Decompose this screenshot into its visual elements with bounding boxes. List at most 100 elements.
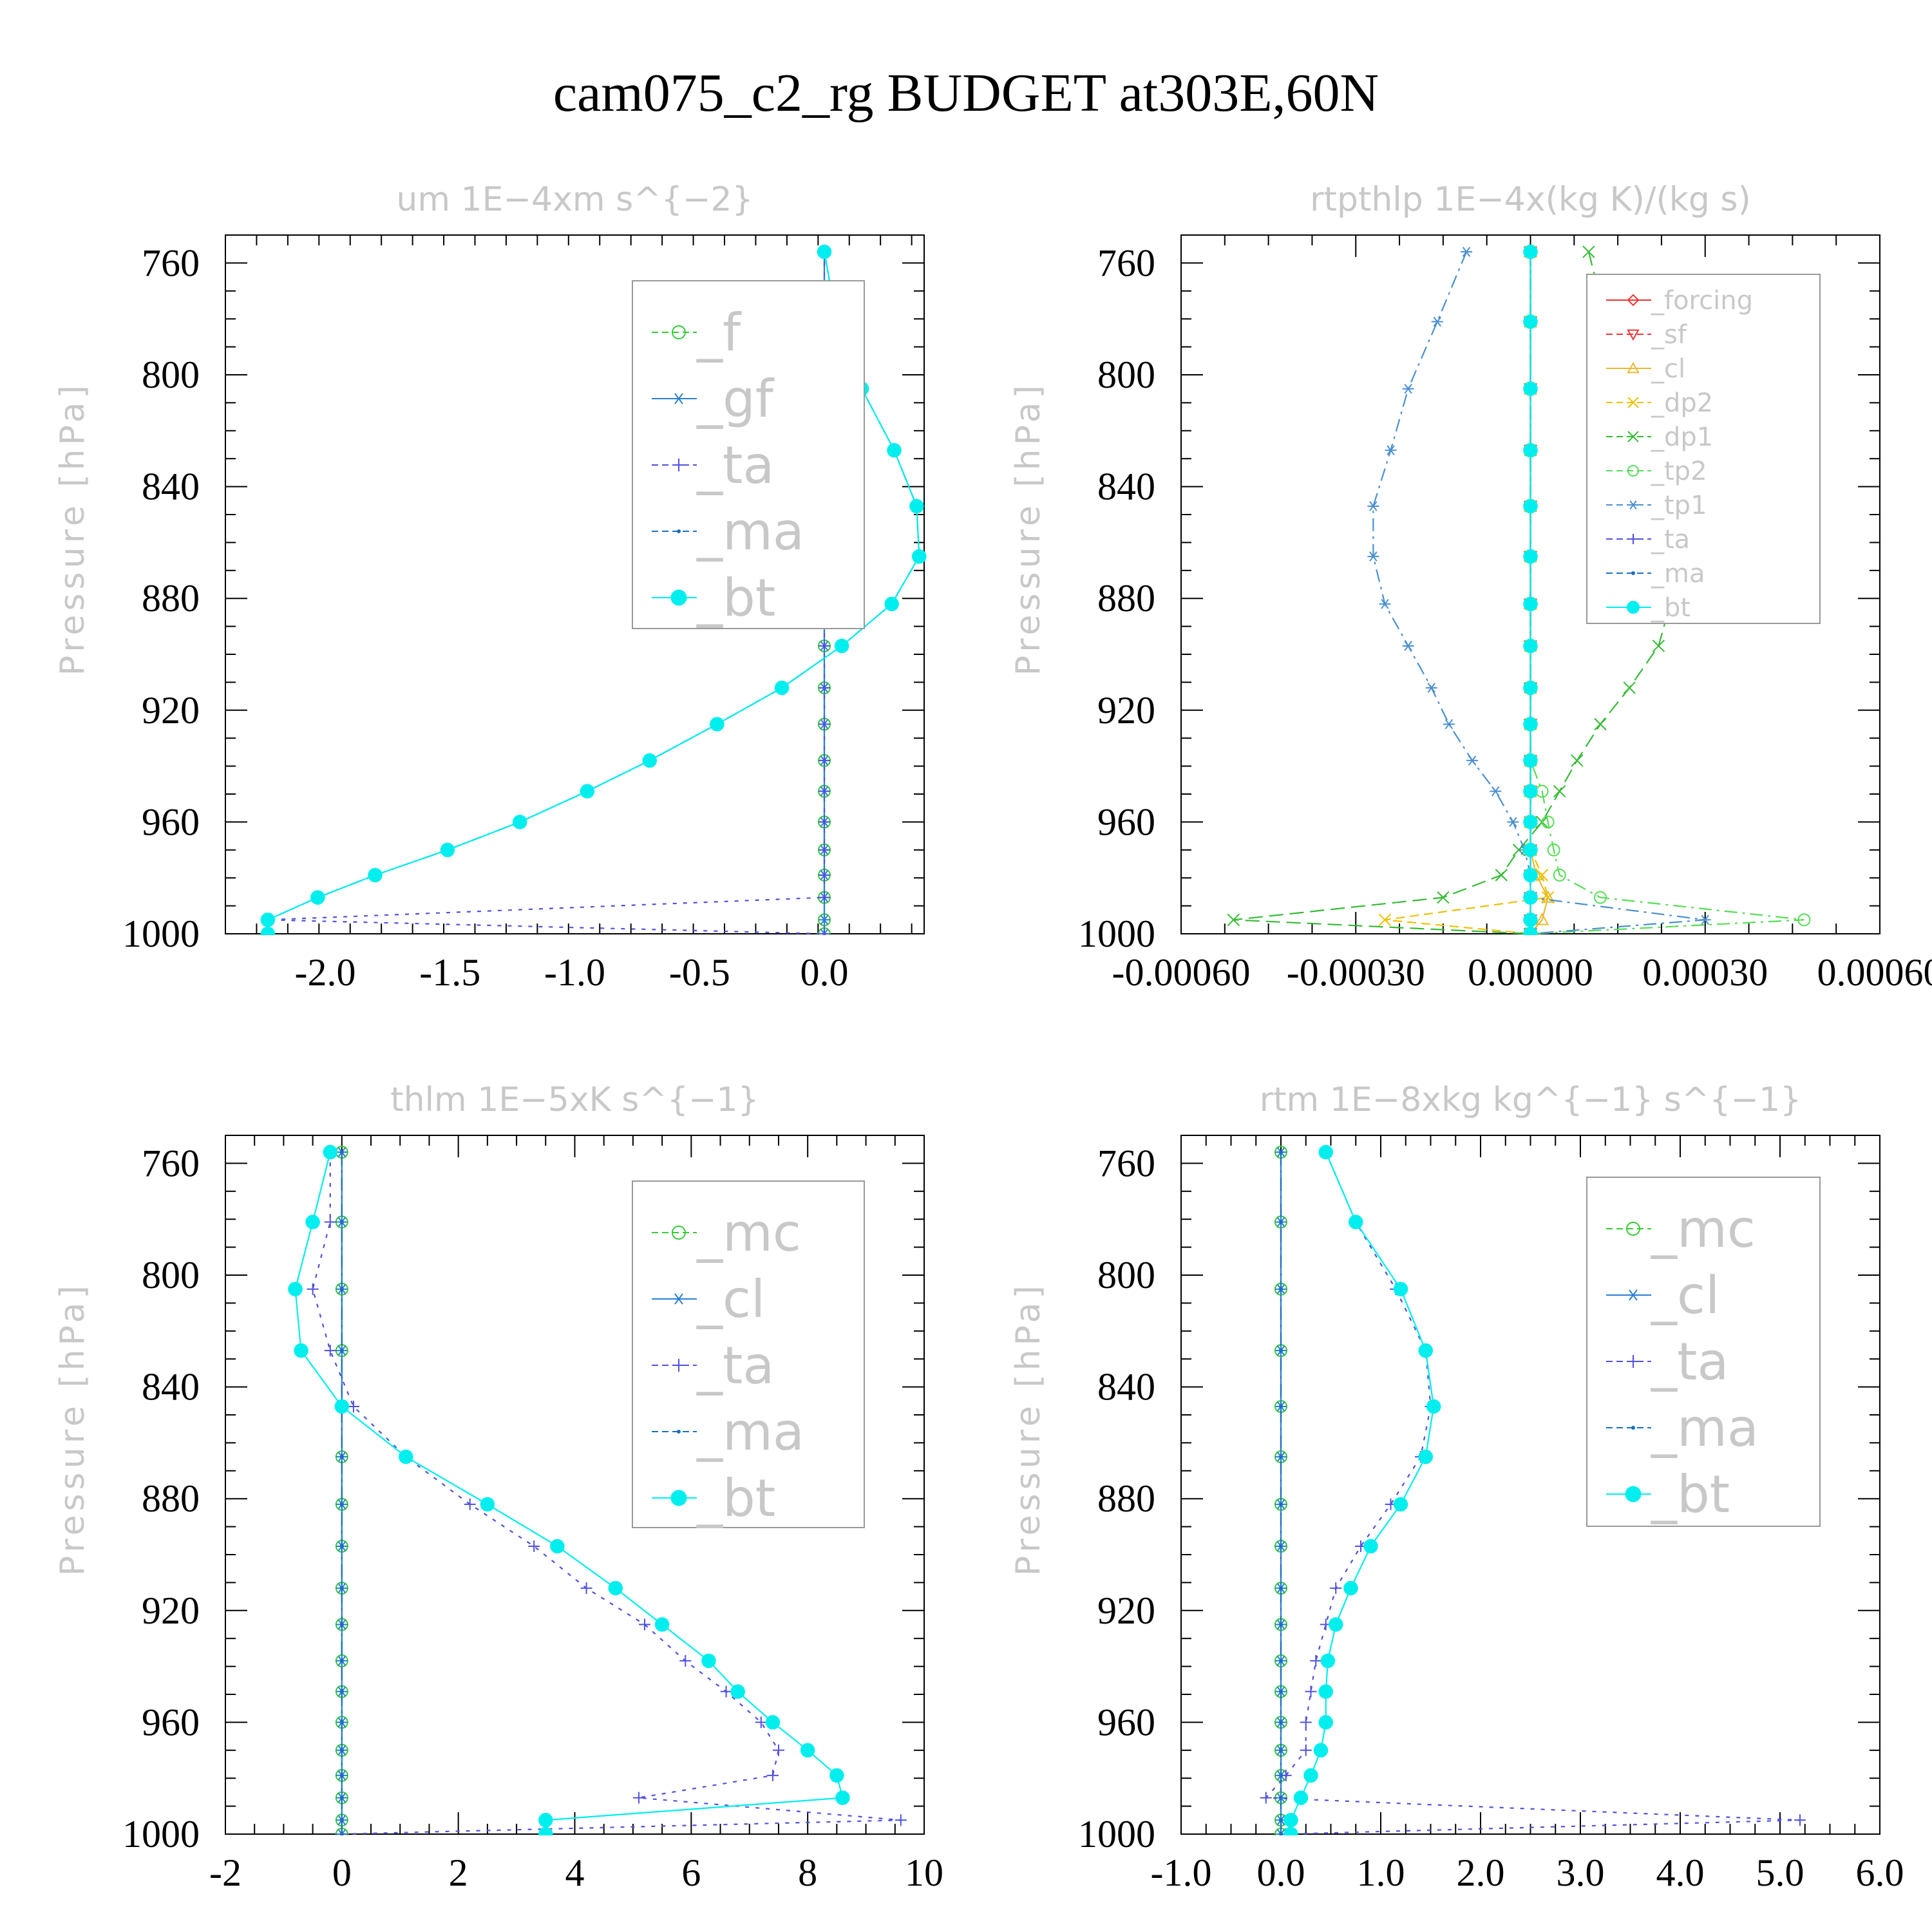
data-point [1523,926,1538,935]
data-point [1318,1684,1333,1699]
data-point [1318,1715,1333,1730]
data-point [339,1832,344,1835]
data-point [895,1814,907,1826]
data-point [1523,680,1538,696]
legend-label: _ta [1651,1332,1728,1392]
data-point [710,717,724,732]
legend-marker [1625,1486,1642,1502]
legend-label: _ta [1651,525,1690,554]
data-point [1378,913,1392,927]
data-point [347,1400,359,1412]
legend-label: _dp2 [1651,388,1713,418]
data-point [339,1689,344,1694]
x-tick-label: -2.0 [295,951,356,994]
data-point [1279,1773,1283,1777]
y-tick-label: 1000 [122,913,200,955]
data-point [1279,1220,1283,1224]
series-line-bt [1290,1151,1435,1834]
data-point [1279,1748,1283,1752]
legend-label: _ma [696,502,804,562]
y-tick-label: 1000 [122,1813,200,1855]
data-point [1367,551,1379,562]
data-point [339,1349,344,1353]
x-tick-label: 8 [798,1852,817,1894]
x-tick-label: 4.0 [1656,1852,1705,1894]
data-point [1523,890,1538,905]
data-point [1279,1150,1283,1155]
data-point [1523,842,1538,858]
series-layer [288,1144,907,1835]
legend: _mc_cl _ta_ma_bt [1586,1177,1821,1527]
data-point [288,1282,303,1296]
data-point [819,816,830,828]
legend-label: _bt [1651,593,1690,623]
legend-label: _ma [1651,1398,1759,1458]
legend-marker [1627,361,1640,374]
legend-marker [672,1226,686,1240]
data-point [1547,843,1560,857]
x-tick-label: 1.0 [1357,1852,1405,1894]
data-point [772,1744,784,1756]
data-point [260,926,276,935]
legend-marker [1631,1426,1635,1430]
data-point [399,1449,413,1464]
series-line-ta [1264,1151,1801,1835]
data-point [1343,1580,1358,1596]
legend-label: _ma [1651,559,1705,589]
legend-label: _ta [696,435,774,495]
data-point [765,1715,781,1730]
x-tick-label: 2.0 [1457,1852,1505,1894]
legend-marker [1626,1222,1640,1236]
legend-label: _cl [696,1269,765,1329]
data-point [654,1617,670,1632]
data-point [679,1654,692,1667]
legend-label: _mc [696,1203,801,1263]
chart-panel-4: rtm 1E−8xkg kg^{−1} s^{−1} Pressure [hPa]… [1009,1081,1904,1894]
x-tick-label: 0.0 [1257,1852,1305,1894]
y-axis-label: Pressure [hPa] [1009,1282,1048,1576]
legend-box [632,1180,865,1528]
x-tick-label: 6 [681,1852,701,1894]
data-point [1523,314,1538,329]
data-point [440,842,455,858]
legend-marker [670,1490,687,1506]
data-point [310,890,325,905]
legend-marker [1627,397,1639,408]
chart-panel-3: thlm 1E−5xK s^{−1}Pressure [hPa]76080084… [53,1081,943,1894]
data-point [1523,442,1538,458]
data-point [538,1826,553,1835]
data-point [480,1497,495,1512]
data-point [1523,381,1538,396]
x-tick-label: -1.0 [544,951,605,994]
data-point [1523,815,1538,829]
data-point [580,784,595,799]
data-point [1431,316,1443,327]
data-point [1523,498,1538,514]
data-point [608,1580,623,1596]
data-point [334,1399,350,1414]
legend-marker [1628,534,1638,544]
data-point [1393,1282,1408,1296]
chart-panel-2: rtpthlp 1E−4x(kg K)/(kg s) Pressure [hPa]… [1009,180,1932,994]
data-point [1523,596,1538,612]
x-tick-label: 3.0 [1557,1852,1605,1894]
y-tick-label: 960 [1097,1701,1155,1743]
data-point [766,1769,779,1781]
data-point [1320,1653,1336,1669]
data-point [1279,1832,1283,1835]
data-point [632,1792,645,1804]
x-tick-label: 0 [332,1852,352,1894]
data-point [819,682,830,694]
data-point [1402,383,1414,394]
y-tick-label: 760 [1097,242,1155,284]
data-point [1541,891,1555,904]
y-tick-label: 760 [1097,1142,1155,1184]
data-point [339,1773,344,1777]
legend-label: _forcing [1651,286,1753,316]
data-point [1425,683,1437,693]
data-point [1540,890,1555,903]
data-point [1582,245,1595,258]
x-tick-label: 5.0 [1756,1852,1804,1894]
data-point [1283,1826,1298,1835]
y-axis-label: Pressure [hPa] [1009,381,1048,676]
